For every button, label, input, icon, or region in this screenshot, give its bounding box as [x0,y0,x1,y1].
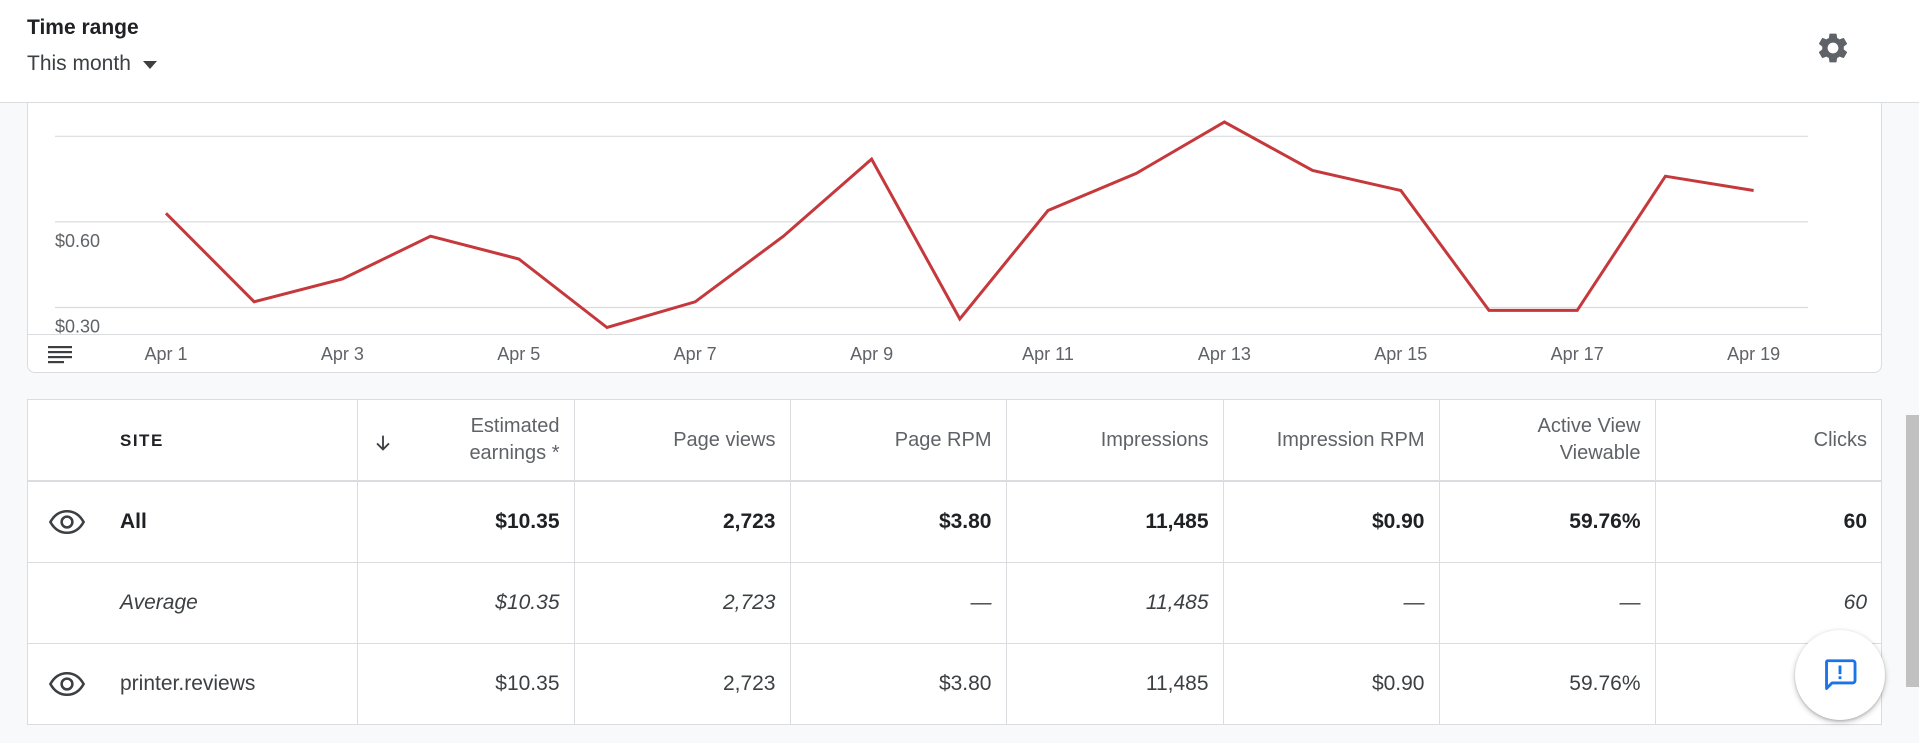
cell-page-rpm: $3.80 [790,481,1007,562]
column-header-estimated-earnings[interactable]: Estimated earnings * [357,400,575,481]
line-chart: $0.30 $0.60 Apr 1 Apr 3 Apr 5 Apr 7 Apr 9 Apr 1… [55,120,1808,364]
top-bar: Time range This month [0,0,1919,103]
cell-earnings: $10.35 [357,643,575,724]
x-tick-label: Apr 13 [1198,344,1251,364]
x-tick-label: Apr 9 [850,344,893,364]
cell-impressions: 11,485 [1006,481,1224,562]
arrow-down-icon[interactable] [372,432,394,454]
cell-clicks: 60 [1843,590,1867,614]
cell-impression-rpm: $0.90 [1223,481,1440,562]
x-tick-label: Apr 5 [497,344,540,364]
cell-page-views: 2,723 [574,562,791,643]
table-view-icon[interactable] [48,343,72,365]
site-name: Average [120,590,198,614]
table-header-row: SITE Estimated earnings * Page views Pag… [28,400,1881,481]
time-range-label: Time range [27,16,139,39]
scrollbar-thumb[interactable] [1906,415,1919,687]
column-header-site[interactable]: SITE [28,400,358,481]
cell-page-rpm: — [790,562,1007,643]
y-tick-label: $0.30 [55,317,100,337]
earnings-chart: $0.30 $0.60 Apr 1 Apr 3 Apr 5 Apr 7 Apr 9 Apr 1… [27,60,1882,373]
cell-earnings: $10.35 [357,562,575,643]
sites-table: SITE Estimated earnings * Page views Pag… [28,400,1881,724]
eye-icon[interactable] [48,508,86,536]
x-tick-label: Apr 3 [321,344,364,364]
cell-active-view: — [1439,562,1656,643]
time-range-dropdown[interactable]: This month [27,52,157,76]
cell-impressions: 11,485 [1006,643,1224,724]
cell-page-views: 2,723 [574,643,791,724]
cell-active-view: 59.76% [1439,481,1656,562]
x-tick-label: Apr 19 [1727,344,1780,364]
table-row: All $10.35 2,723 $3.80 11,485 $0.90 59.7… [28,481,1881,562]
gear-icon[interactable] [1815,30,1851,66]
table-row: Average $10.35 2,723 — 11,485 — — 60 [28,562,1881,643]
cell-impression-rpm: $0.90 [1223,643,1440,724]
column-header-page-views[interactable]: Page views [574,400,791,481]
feedback-button[interactable] [1795,630,1885,720]
column-header-impressions[interactable]: Impressions [1006,400,1224,481]
cell-impressions: 11,485 [1006,562,1224,643]
y-tick-label: $0.60 [55,231,100,251]
caret-down-icon [142,61,157,69]
x-tick-label: Apr 15 [1374,344,1427,364]
time-range-value: This month [27,52,131,75]
cell-earnings: $10.35 [357,481,575,562]
site-name[interactable]: printer.reviews [120,671,256,695]
series-line [164,120,1754,330]
cell-clicks: 60 [1843,509,1867,533]
site-name: All [120,509,147,533]
column-header-clicks[interactable]: Clicks [1813,428,1867,451]
cell-active-view: 59.76% [1439,643,1656,724]
cell-page-views: 2,723 [574,481,791,562]
cell-page-rpm: $3.80 [790,643,1007,724]
x-tick-label: Apr 1 [144,344,187,364]
column-header-active-view-viewable[interactable]: Active View Viewable [1439,400,1656,481]
eye-icon[interactable] [48,670,86,698]
sites-table-card: SITE Estimated earnings * Page views Pag… [27,399,1882,725]
cell-impression-rpm: — [1223,562,1440,643]
table-row: printer.reviews $10.35 2,723 $3.80 11,48… [28,643,1881,724]
x-axis-line [28,334,1881,335]
column-header-impression-rpm[interactable]: Impression RPM [1223,400,1440,481]
column-header-page-rpm[interactable]: Page RPM [790,400,1007,481]
x-tick-label: Apr 17 [1551,344,1604,364]
x-tick-label: Apr 11 [1022,344,1074,364]
x-tick-label: Apr 7 [674,344,717,364]
feedback-icon [1825,659,1857,690]
